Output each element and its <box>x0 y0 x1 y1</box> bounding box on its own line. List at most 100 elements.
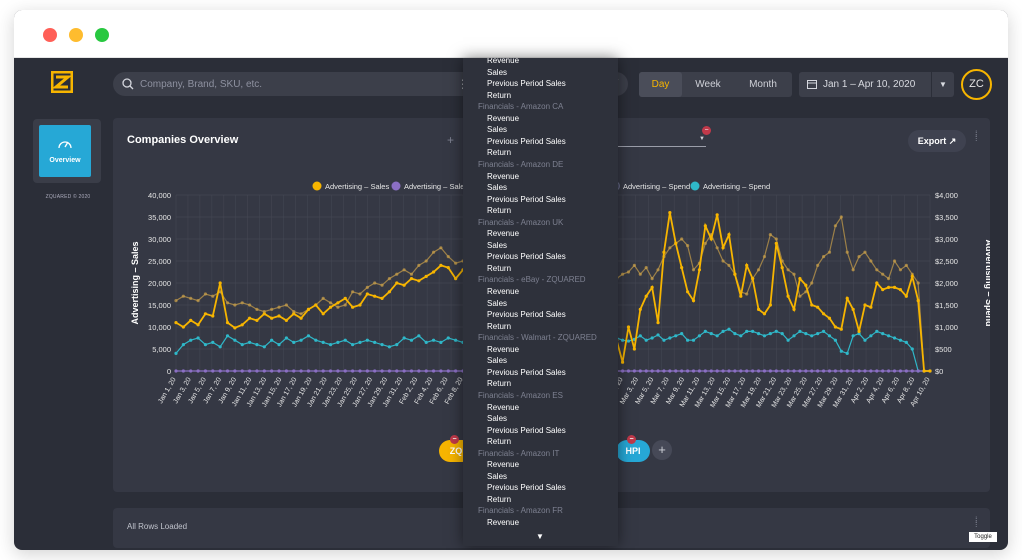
add-company-button[interactable]: + <box>652 440 672 460</box>
data-point <box>798 294 802 298</box>
drag-handle-icon[interactable]: ⁞ ⁞ <box>975 129 979 143</box>
data-point <box>380 296 384 300</box>
dropdown-option[interactable]: Previous Period Sales <box>487 483 566 493</box>
data-point <box>247 316 252 320</box>
data-point <box>358 369 362 373</box>
dropdown-option[interactable]: Sales <box>487 471 508 481</box>
drag-handle-icon[interactable]: ⁞ ⁞ <box>975 515 979 529</box>
dropdown-option[interactable]: Return <box>487 263 512 273</box>
data-point <box>869 369 873 373</box>
data-point <box>685 244 690 248</box>
data-point <box>887 334 891 338</box>
data-point <box>904 340 908 344</box>
remove-chip-icon[interactable]: − <box>627 435 636 444</box>
dropdown-option[interactable]: Return <box>487 494 512 504</box>
dropdown-option[interactable]: Sales <box>487 414 508 424</box>
data-point <box>910 347 914 351</box>
dropdown-option[interactable]: Previous Period Sales <box>487 136 566 146</box>
remove-filter-icon[interactable]: − <box>702 126 711 135</box>
data-point <box>365 285 369 289</box>
dropdown-option[interactable]: Previous Period Sales <box>487 79 566 89</box>
filter-select[interactable] <box>613 146 706 147</box>
data-point <box>387 345 392 349</box>
minimize-window-button[interactable] <box>69 28 83 42</box>
toggle-button[interactable]: Toggle <box>969 532 997 542</box>
data-point <box>638 334 642 338</box>
dropdown-option[interactable]: Return <box>487 206 512 216</box>
data-point <box>804 332 808 336</box>
metric-dropdown[interactable]: Revenue Sales Previous Period Sales Return F… <box>463 58 618 546</box>
sidebar-item-overview[interactable]: Overview <box>33 119 101 183</box>
dropdown-option[interactable]: Revenue <box>487 171 520 181</box>
sidebar-item-overview-active[interactable]: Overview <box>39 125 91 177</box>
dropdown-option[interactable]: Revenue <box>487 58 520 65</box>
period-day-button[interactable]: Day <box>639 72 682 97</box>
dropdown-option[interactable]: Revenue <box>487 518 520 527</box>
dropdown-option[interactable]: Return <box>487 379 512 389</box>
dropdown-option[interactable]: Sales <box>487 183 508 193</box>
data-point <box>626 270 631 274</box>
data-point <box>721 369 725 373</box>
dropdown-option[interactable]: Previous Period Sales <box>487 367 566 377</box>
user-avatar[interactable]: ZC <box>961 69 992 100</box>
data-point <box>409 338 414 342</box>
data-point <box>768 233 772 237</box>
data-point <box>314 369 318 373</box>
dropdown-option[interactable]: Return <box>487 437 512 447</box>
dropdown-option[interactable]: Revenue <box>487 287 520 296</box>
data-point <box>321 312 325 316</box>
dropdown-option[interactable]: Return <box>487 148 512 158</box>
data-point <box>839 327 843 331</box>
data-point <box>816 332 820 336</box>
data-point <box>733 369 737 373</box>
dropdown-option[interactable]: Revenue <box>487 402 520 412</box>
y-right-tick-label: $2,500 <box>935 257 958 266</box>
data-point <box>833 224 838 228</box>
zquared-logo[interactable] <box>51 71 73 93</box>
dropdown-option[interactable]: Revenue <box>487 229 520 239</box>
arrow-up-right-icon: ↗ <box>948 136 957 146</box>
dropdown-option[interactable]: Revenue <box>487 113 520 123</box>
dropdown-option[interactable]: Sales <box>487 240 508 250</box>
data-point <box>680 237 684 241</box>
chevron-down-icon[interactable]: ▼ <box>931 72 954 97</box>
legend-label: Advertising – Spend <box>703 182 770 191</box>
dropdown-option[interactable]: Return <box>487 90 512 100</box>
dropdown-option[interactable]: Previous Period Sales <box>487 425 566 435</box>
chevron-down-icon[interactable]: ▼ <box>699 136 705 142</box>
dropdown-option[interactable]: Return <box>487 321 512 331</box>
data-point <box>380 343 384 347</box>
date-range-picker[interactable]: Jan 1 – Apr 10, 2020 ▼ <box>799 72 954 97</box>
data-point <box>189 369 193 373</box>
data-point <box>774 329 778 333</box>
data-point <box>417 334 421 338</box>
export-button[interactable]: Export ↗ <box>908 130 966 152</box>
dropdown-option[interactable]: Revenue <box>487 460 520 470</box>
data-point <box>270 316 274 320</box>
data-point <box>928 369 932 373</box>
search-input[interactable] <box>140 72 440 96</box>
dropdown-option[interactable]: Previous Period Sales <box>487 310 566 320</box>
company-chip-hpi[interactable]: HPI − <box>616 435 650 462</box>
data-point <box>863 369 867 373</box>
remove-chip-icon[interactable]: − <box>450 435 459 444</box>
dropdown-option[interactable]: Sales <box>487 356 508 366</box>
dropdown-option[interactable]: Previous Period Sales <box>487 194 566 204</box>
close-window-button[interactable] <box>43 28 57 42</box>
add-metric-icon[interactable]: + <box>447 133 455 147</box>
period-week-button[interactable]: Week <box>695 79 721 90</box>
dropdown-option[interactable]: Sales <box>487 67 508 77</box>
legend-label: Advertising – Sales <box>325 182 389 191</box>
data-point <box>703 241 707 245</box>
dropdown-option[interactable]: Revenue <box>487 344 520 354</box>
data-point <box>351 343 355 347</box>
dropdown-option[interactable]: Previous Period Sales <box>487 252 566 262</box>
data-point <box>691 369 696 373</box>
maximize-window-button[interactable] <box>95 28 109 42</box>
scroll-down-icon[interactable]: ▼ <box>536 532 544 541</box>
data-point <box>454 369 458 373</box>
dropdown-option[interactable]: Sales <box>487 298 508 308</box>
period-month-button[interactable]: Month <box>749 79 777 90</box>
data-point <box>839 369 843 373</box>
dropdown-option[interactable]: Sales <box>487 125 508 135</box>
